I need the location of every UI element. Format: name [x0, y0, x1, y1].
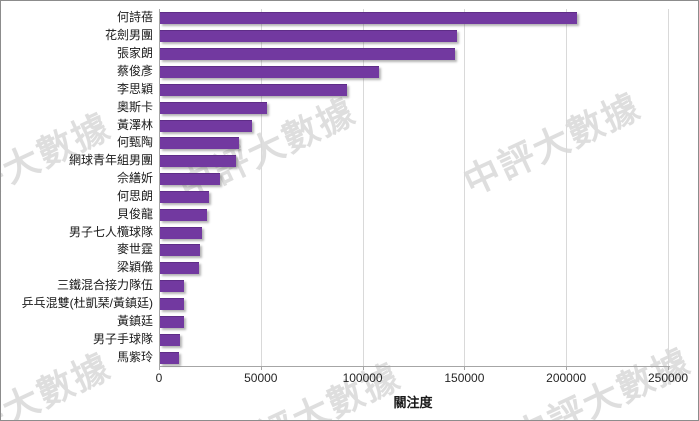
bar [160, 208, 207, 221]
watermark-text: 中評大數據 [457, 85, 647, 203]
y-category-label: 何思朗 [116, 188, 153, 203]
y-category-label: 花劍男團 [104, 28, 153, 43]
y-category-label: 佘繕妡 [116, 171, 153, 186]
y-category-label: 貝俊龍 [116, 206, 153, 221]
x-axis-tick [260, 366, 262, 370]
bar [160, 315, 185, 328]
y-category-label: 網球青年組男團 [68, 153, 153, 168]
x-axis-tick [566, 366, 568, 370]
y-category-label: 三鐵混合接力隊伍 [56, 278, 153, 293]
y-category-label: 乒乓混雙(杜凱琹/黃鎮廷) [21, 296, 153, 311]
y-category-label: 黃澤林 [116, 117, 153, 132]
y-category-label: 麥世霆 [116, 242, 153, 257]
y-category-label: 梁穎儀 [116, 260, 153, 275]
y-category-label: 李思穎 [116, 81, 153, 96]
bar [160, 83, 348, 96]
x-tick-label: 200000 [546, 371, 587, 385]
gridline [668, 9, 669, 366]
y-category-label: 何甄陶 [116, 135, 153, 150]
y-category-label: 馬紫玲 [116, 349, 153, 364]
y-category-label: 男子七人欖球隊 [68, 224, 153, 239]
gridline [260, 9, 262, 366]
bar [160, 173, 221, 186]
bar [160, 298, 184, 311]
x-tick-label: 100000 [342, 371, 383, 385]
bar [160, 351, 180, 364]
bar [160, 48, 456, 61]
gridline [464, 9, 466, 366]
bar [160, 65, 379, 78]
bar [160, 333, 181, 346]
bar [160, 262, 199, 275]
x-axis-tick [362, 366, 364, 370]
x-tick-label: 0 [155, 371, 163, 385]
y-category-label: 何詩蓓 [116, 10, 153, 25]
x-axis-tick [464, 366, 466, 370]
bar [160, 190, 209, 203]
y-category-label: 蔡俊彥 [116, 63, 153, 78]
x-tick-label: 150000 [444, 371, 485, 385]
gridline [362, 9, 364, 366]
bar [160, 30, 458, 43]
bar [160, 244, 200, 257]
y-axis-line [159, 9, 160, 366]
x-axis-title: 關注度 [393, 395, 433, 410]
y-category-label: 黃鎮廷 [116, 313, 153, 328]
x-axis-tick [668, 366, 669, 370]
bar [160, 155, 237, 168]
bar [160, 12, 578, 25]
y-category-label: 奧斯卡 [116, 99, 153, 114]
bar [160, 119, 252, 132]
x-tick-label: 250000 [647, 371, 689, 385]
x-axis-line [159, 366, 670, 367]
x-axis-tick [159, 366, 160, 370]
x-tick-label: 50000 [244, 371, 278, 385]
bar [160, 226, 202, 239]
bar [160, 101, 267, 114]
gridline [566, 9, 568, 366]
y-category-label: 男子手球隊 [92, 331, 153, 346]
y-category-label: 張家朗 [116, 46, 153, 61]
bar [160, 280, 185, 293]
bar [160, 137, 240, 150]
